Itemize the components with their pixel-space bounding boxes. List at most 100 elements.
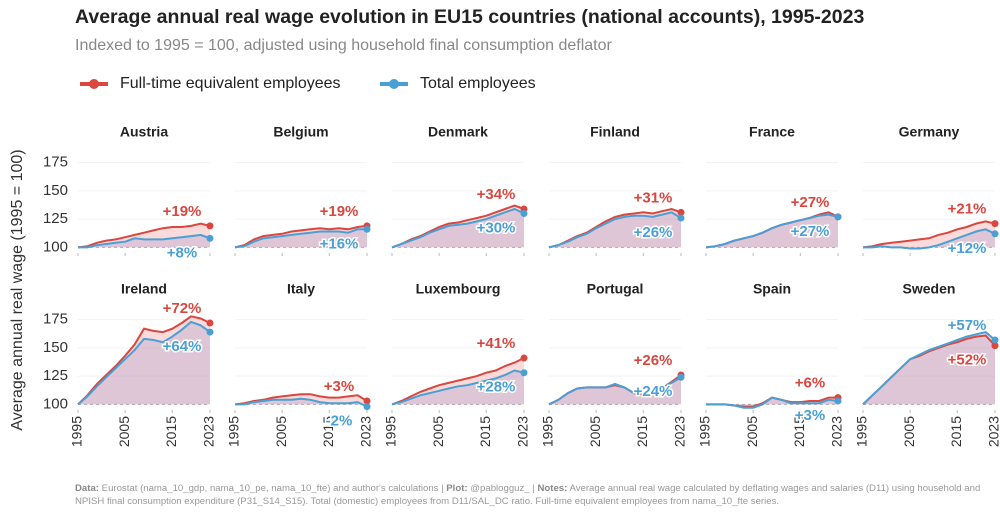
end-dot: [677, 208, 685, 216]
x-tick-label: 2005: [587, 416, 603, 447]
line: [77, 315, 211, 406]
legend-label: Full-time equivalent employees: [120, 75, 341, 92]
area: [549, 212, 681, 248]
area: [392, 209, 524, 248]
end-label: +72%: [163, 300, 202, 317]
line: [78, 233, 211, 249]
area: [549, 209, 681, 248]
line: [862, 331, 996, 406]
area: [392, 370, 524, 405]
end-label: +26%: [634, 224, 673, 241]
line: [77, 320, 211, 406]
end-label: +57%: [948, 317, 987, 334]
y-tick-label: 175: [43, 154, 68, 171]
line: [391, 207, 525, 249]
end-label: +6%: [795, 375, 825, 392]
x-tick-label: 2015: [634, 416, 650, 447]
panel-title: Portugal: [587, 281, 644, 297]
end-label: -2%: [326, 413, 353, 430]
area: [235, 229, 367, 248]
footer-text: Average annual real wage calculated by d…: [75, 483, 981, 507]
end-dot: [834, 397, 842, 405]
area: [863, 229, 995, 249]
end-label: +8%: [167, 244, 197, 261]
area: [549, 377, 681, 405]
panel-title: Sweden: [903, 281, 956, 297]
line: [706, 396, 839, 409]
end-dot: [520, 354, 528, 362]
end-dot: [991, 220, 999, 228]
end-label: +34%: [477, 186, 516, 203]
legend-label: Total employees: [420, 75, 536, 92]
end-label: +31%: [634, 189, 673, 206]
x-tick-label: 2005: [901, 416, 917, 447]
end-dot: [520, 209, 528, 217]
x-tick-label: 2005: [430, 416, 446, 447]
legend-dot: [89, 79, 99, 89]
footer-label: Data:: [75, 483, 99, 494]
end-label: +27%: [791, 223, 830, 240]
x-tick-label: 1995: [226, 416, 242, 447]
end-label: +16%: [320, 235, 359, 252]
line: [234, 224, 368, 249]
panel-title: Germany: [899, 124, 960, 140]
x-tick-label: 2023: [829, 416, 845, 447]
line: [391, 204, 525, 249]
x-tick-label: 1995: [540, 416, 556, 447]
footer-label: Notes:: [537, 483, 568, 494]
end-dot: [991, 230, 999, 238]
end-label: +30%: [477, 219, 516, 236]
end-dot: [363, 397, 371, 405]
chart: Average annual real wage evolution in EU…: [9, 6, 1000, 447]
end-dot: [834, 213, 842, 221]
footer: Data: Eurostat (nama_10_gdp, nama_10_pe,…: [75, 482, 990, 508]
y-tick-label: 175: [43, 311, 68, 328]
end-label: +3%: [324, 378, 354, 395]
end-label: +64%: [163, 338, 202, 355]
y-tick-label: 125: [43, 367, 68, 384]
x-tick-label: 1995: [383, 416, 399, 447]
x-tick-label: 2005: [116, 416, 132, 447]
end-dot: [206, 328, 214, 336]
line: [548, 376, 682, 406]
end-dot: [991, 336, 999, 344]
x-tick-label: 2015: [163, 416, 179, 447]
x-tick-label: 2023: [515, 416, 531, 447]
panel-title: France: [749, 124, 795, 140]
title: Average annual real wage evolution in EU…: [75, 6, 864, 28]
end-label: +27%: [791, 194, 830, 211]
end-dot: [520, 369, 528, 377]
line: [235, 397, 368, 408]
footer-label: Plot:: [446, 483, 468, 494]
y-tick-label: 125: [43, 210, 68, 227]
y-axis-label: Average annual real wage (1995 = 100): [9, 149, 26, 430]
area: [78, 223, 210, 248]
y-tick-label: 100: [43, 238, 68, 255]
line: [548, 211, 682, 249]
end-label: +28%: [477, 379, 516, 396]
x-tick-label: 2023: [358, 416, 374, 447]
footer-text: Eurostat (nama_10_gdp, nama_10_pe, nama_…: [101, 483, 444, 494]
x-tick-label: 2005: [273, 416, 289, 447]
line: [234, 393, 368, 406]
area: [392, 205, 524, 248]
panel-title: Ireland: [121, 281, 167, 297]
subtitle: Indexed to 1995 = 100, adjusted using ho…: [75, 37, 613, 54]
end-dot: [363, 225, 371, 233]
y-tick-label: 100: [43, 395, 68, 412]
line: [863, 228, 996, 250]
panel-title: Denmark: [428, 124, 488, 140]
area: [706, 214, 838, 248]
x-tick-label: 2005: [744, 416, 760, 447]
area: [706, 212, 838, 248]
end-dot: [363, 403, 371, 411]
panel-title: Italy: [287, 281, 315, 297]
line: [77, 222, 211, 249]
area: [549, 375, 681, 405]
area: [706, 397, 838, 407]
x-tick-label: 1995: [69, 416, 85, 447]
line: [705, 213, 839, 249]
end-dot: [206, 319, 214, 327]
panel-title: Belgium: [273, 124, 328, 140]
